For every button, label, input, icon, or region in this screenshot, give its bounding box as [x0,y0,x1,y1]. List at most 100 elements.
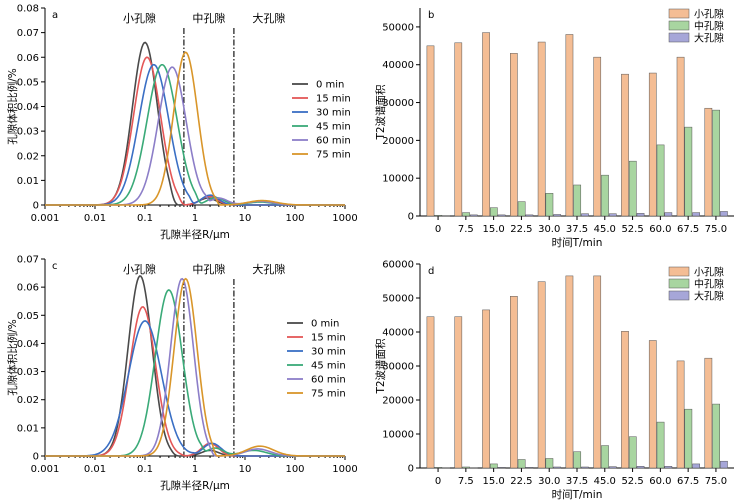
bar-d-s1-10 [712,403,720,469]
x-tick-label: 1 [192,464,198,475]
x-tick-label: 22.5 [510,224,532,235]
x-tick-label: 60.0 [649,224,671,235]
y-tick-label: 0 [408,212,414,223]
chart-panel-b: 0 10000 20000 30000 40000 50000 0 7.5 15.0 22.5 30… [374,6,735,249]
y-tick-label: 40000 [382,328,414,339]
legend-swatch [668,20,690,31]
x-tick-label: 52.5 [621,476,643,487]
x-tick-label: 52.5 [621,224,643,235]
x-axis-label: 时间T/min [552,236,603,249]
y-axis-label: T2波谱面积 [374,84,387,141]
bar-b-s2-4 [553,214,562,217]
x-axis-label: 孔隙半径R/μm [160,228,230,241]
bar-b-s0-7 [621,73,629,217]
x-tick-label: 100 [285,464,304,475]
bar-d-s0-6 [593,275,602,469]
bar-b-s2-5 [581,213,589,217]
x-tick-label: 0.001 [31,464,60,475]
y-tick-label: 0.04 [17,339,39,350]
bar-b-s2-3 [525,214,534,217]
x-tick-label: 75.0 [705,224,727,235]
bar-d-s2-4 [553,466,562,469]
bar-b-s1-10 [712,109,720,217]
y-tick-label: 0.01 [17,176,39,187]
series-line-45-min [45,289,345,457]
series-line-30-min [45,320,345,457]
x-tick-label: 67.5 [677,224,699,235]
series-line-30-min [45,63,345,206]
panel-label: a [52,10,58,21]
bar-b-s1-4 [545,193,554,217]
bar-d-s2-6 [608,466,617,469]
region-label: 中孔隙 [192,262,225,276]
bar-b-s2-9 [692,212,700,217]
x-tick-label: 37.5 [566,476,588,487]
x-tick-label: 1000 [332,464,357,475]
x-tick-label: 1 [192,213,198,224]
bar-b-s2-6 [608,213,617,217]
legend: 0 min 15 min 30 min 45 min 60 min 75 min [287,319,346,400]
region-label: 大孔隙 [252,11,285,25]
x-tick-label: 22.5 [510,476,532,487]
bar-d-s2-7 [636,466,645,469]
x-tick-label: 15.0 [483,224,505,235]
legend-label: 中孔隙 [694,20,724,33]
legend-label: 75 min [316,150,351,161]
legend-label: 大孔隙 [694,32,724,45]
bar-d-s0-0 [426,316,435,469]
y-tick-label: 0.05 [17,311,39,322]
x-tick-label: 30.0 [538,476,560,487]
legend-label: 小孔隙 [694,266,724,279]
x-tick-label: 75.0 [705,476,727,487]
bar-b-s1-0 [434,214,443,217]
bar-d-s0-5 [565,275,574,469]
bar-b-s2-2 [497,214,506,217]
x-tick-label: 0.001 [31,213,60,224]
y-tick-label: 0.05 [17,77,39,88]
bar-d-s0-9 [676,360,685,469]
y-tick-label: 10000 [382,430,414,441]
series-line-15-min [45,56,345,206]
legend-label: 75 min [311,389,346,400]
legend-swatch [668,278,690,289]
bar-b-s2-10 [720,211,728,217]
x-tick-label: 100 [285,213,304,224]
bar-b-s0-2 [482,32,490,217]
bar-b-s0-9 [676,56,685,217]
legend-label: 30 min [311,347,346,358]
x-tick-label: 30.0 [538,224,560,235]
legend-swatch [668,290,690,301]
y-tick-label: 30000 [382,98,414,109]
x-tick-label: 0.1 [137,213,153,224]
bar-b-s2-8 [664,212,673,217]
y-tick-label: 0 [33,452,39,463]
chart-panel-a: 0.001 0.01 0.1 1 10 100 1000 0 0.01 0.02 0.03 0.04 0… [6,4,358,242]
y-tick-label: 0.07 [17,255,39,266]
bar-b-s1-8 [656,144,665,217]
x-tick-label: 0.01 [84,213,106,224]
bar-d-s1-8 [656,421,665,469]
bar-d-s1-7 [628,436,637,469]
y-tick-label: 0.03 [17,367,39,378]
legend-label: 小孔隙 [694,8,724,21]
x-tick-label: 0 [435,476,441,487]
x-tick-label: 45.0 [594,224,616,235]
y-tick-label: 0.08 [17,4,39,15]
legend-label: 15 min [316,94,351,105]
bar-d-s1-6 [601,445,609,469]
legend-label: 0 min [316,80,344,91]
bar-b-s0-6 [593,56,602,217]
legend-swatch [668,266,690,277]
y-tick-label: 60000 [382,260,414,271]
y-tick-label: 0.02 [17,395,39,406]
legend-label: 0 min [311,319,339,330]
y-tick-label: 30000 [382,362,414,373]
x-tick-label: 7.5 [458,476,474,487]
legend-label: 45 min [311,361,346,372]
x-tick-label: 45.0 [594,476,616,487]
y-tick-label: 40000 [382,60,414,71]
bar-d-s1-5 [573,451,582,469]
